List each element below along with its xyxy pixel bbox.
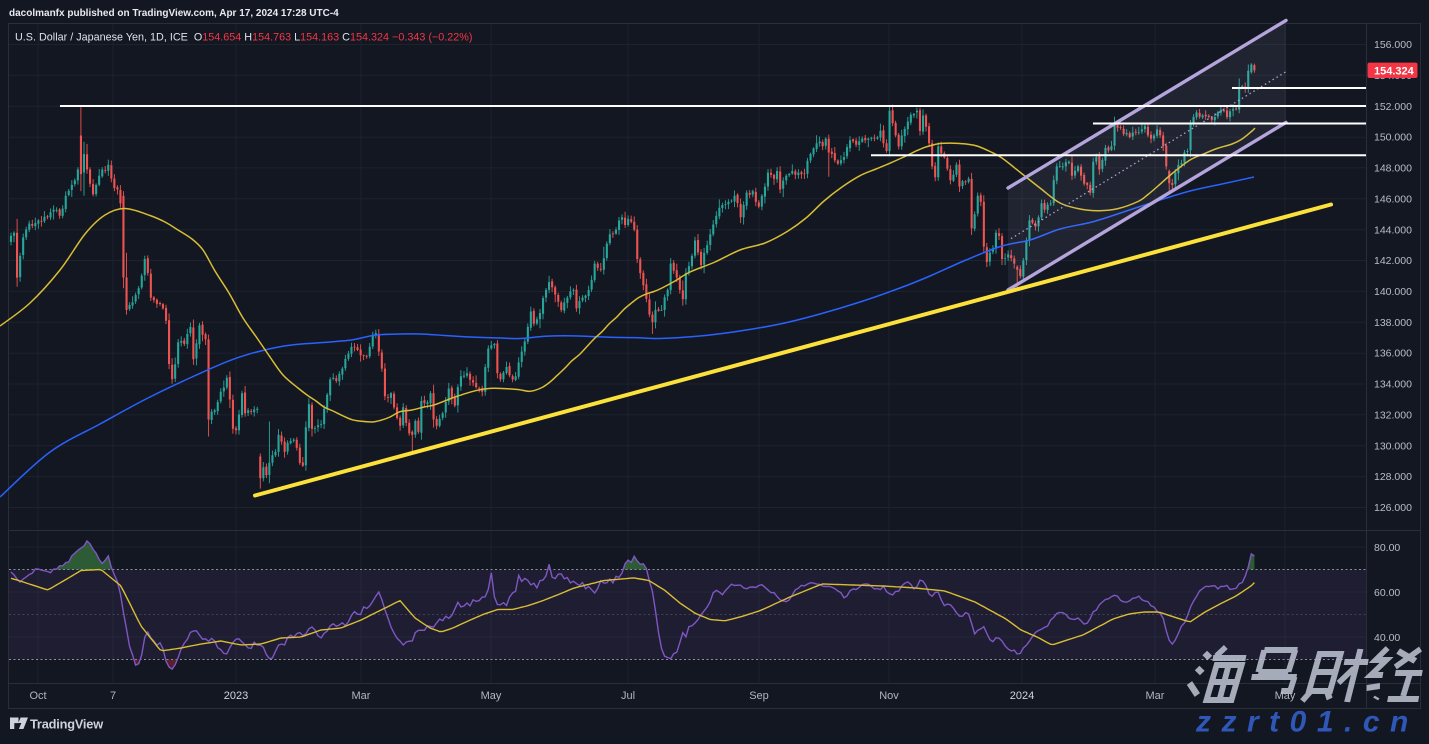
svg-text:144.000: 144.000 bbox=[1374, 224, 1412, 236]
svg-text:154.324: 154.324 bbox=[1374, 65, 1415, 77]
svg-text:150.000: 150.000 bbox=[1374, 132, 1412, 144]
svg-text:Mar: Mar bbox=[352, 690, 371, 702]
svg-text:152.000: 152.000 bbox=[1374, 101, 1412, 113]
svg-text:TradingView: TradingView bbox=[30, 717, 103, 732]
svg-text:126.000: 126.000 bbox=[1374, 502, 1412, 514]
svg-text:40.00: 40.00 bbox=[1374, 632, 1400, 644]
svg-text:7: 7 bbox=[110, 690, 116, 702]
svg-text:134.000: 134.000 bbox=[1374, 379, 1412, 391]
svg-text:2024: 2024 bbox=[1010, 690, 1034, 702]
svg-text:Sep: Sep bbox=[749, 690, 769, 702]
svg-text:Mar: Mar bbox=[1146, 690, 1165, 702]
svg-text:Oct: Oct bbox=[29, 690, 46, 702]
svg-text:146.000: 146.000 bbox=[1374, 193, 1412, 205]
svg-text:138.000: 138.000 bbox=[1374, 317, 1412, 329]
svg-text:May: May bbox=[481, 690, 502, 702]
svg-text:U.S. Dollar / Japanese Yen, 1D: U.S. Dollar / Japanese Yen, 1D, ICE O154… bbox=[15, 32, 472, 44]
svg-text:60.00: 60.00 bbox=[1374, 587, 1400, 599]
svg-text:128.000: 128.000 bbox=[1374, 471, 1412, 483]
svg-text:80.00: 80.00 bbox=[1374, 542, 1400, 554]
svg-text:156.000: 156.000 bbox=[1374, 39, 1412, 51]
svg-text:2023: 2023 bbox=[224, 690, 248, 702]
svg-text:zzrt01.cn: zzrt01.cn bbox=[1195, 706, 1419, 739]
svg-text:148.000: 148.000 bbox=[1374, 163, 1412, 175]
svg-text:130.000: 130.000 bbox=[1374, 440, 1412, 452]
svg-text:142.000: 142.000 bbox=[1374, 255, 1412, 267]
svg-text:dacolmanfx published on Tradin: dacolmanfx published on TradingView.com,… bbox=[9, 8, 339, 19]
svg-text:136.000: 136.000 bbox=[1374, 348, 1412, 360]
svg-text:140.000: 140.000 bbox=[1374, 286, 1412, 298]
svg-text:132.000: 132.000 bbox=[1374, 410, 1412, 422]
svg-text:Jul: Jul bbox=[621, 690, 635, 702]
svg-text:Nov: Nov bbox=[879, 690, 899, 702]
